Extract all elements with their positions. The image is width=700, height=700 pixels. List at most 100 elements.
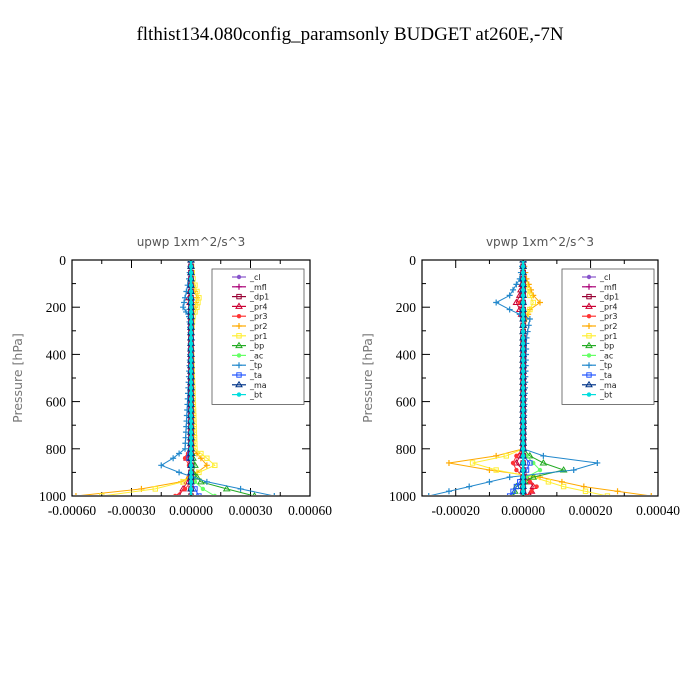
data-point	[513, 281, 520, 288]
data-point	[189, 493, 193, 495]
data-point	[506, 292, 513, 299]
data-point	[520, 293, 526, 298]
data-point	[188, 314, 194, 319]
data-point	[188, 309, 194, 315]
data-point	[520, 316, 526, 322]
data-point	[582, 488, 589, 494]
data-point	[537, 467, 543, 473]
data-point	[188, 368, 194, 374]
data-point	[559, 466, 568, 473]
y-axis-label: Pressure [hPa]	[360, 333, 375, 423]
data-point	[188, 380, 194, 385]
data-point	[520, 264, 526, 269]
data-point	[188, 441, 194, 446]
data-point	[176, 469, 183, 476]
data-point	[506, 306, 513, 313]
y-tick-label: 400	[396, 347, 417, 362]
data-point	[520, 479, 526, 485]
data-point	[212, 462, 218, 469]
y-tick-label: 800	[46, 442, 67, 457]
data-point	[558, 478, 565, 485]
data-point	[520, 435, 526, 440]
legend-label: _mfl	[599, 283, 617, 292]
y-tick-label: 600	[396, 395, 417, 410]
data-point	[580, 483, 587, 490]
data-point	[182, 434, 189, 441]
legend-label: _bp	[249, 342, 264, 351]
data-point	[520, 424, 526, 429]
y-axis-label: Pressure [hPa]	[10, 333, 25, 423]
legend-marker	[236, 333, 242, 339]
data-point	[237, 485, 244, 492]
legend-label: _bt	[599, 391, 612, 400]
data-point	[520, 396, 526, 402]
data-point	[188, 486, 194, 492]
data-point	[188, 319, 194, 325]
data-point	[521, 493, 526, 495]
data-point	[188, 435, 194, 440]
legend-marker	[235, 341, 243, 349]
data-point	[182, 294, 189, 301]
data-point	[520, 341, 526, 346]
data-point	[534, 484, 539, 489]
legend-marker	[586, 323, 592, 329]
data-point	[520, 357, 526, 363]
legend-marker	[586, 283, 592, 290]
data-point	[188, 270, 194, 275]
x-tick-label: 0.00040	[636, 503, 680, 518]
data-point	[203, 462, 210, 469]
data-point	[188, 391, 194, 396]
legend-marker	[236, 372, 242, 378]
data-point	[188, 456, 194, 461]
data-point	[188, 276, 194, 282]
legend: _cl_mfl_dp1_pr4_pr3_pr2_pr1_bp_ac_tp_ta_…	[211, 268, 305, 405]
data-point	[188, 418, 194, 424]
y-tick-label: 1000	[39, 489, 66, 504]
data-point	[188, 363, 194, 368]
legend-box	[561, 268, 655, 405]
data-point	[188, 330, 194, 335]
data-point	[188, 300, 194, 305]
data-point	[99, 493, 105, 495]
data-point	[520, 374, 526, 379]
data-point	[520, 474, 526, 480]
data-point	[560, 483, 567, 490]
legend-label: _ac	[599, 351, 613, 360]
data-point	[520, 413, 526, 418]
series-bt	[188, 261, 194, 495]
y-tick-label: 0	[409, 253, 416, 268]
upwp-panel: upwp 1xm^2/s^3 Pressure [hPa] 0 200 400 600 80…	[10, 235, 332, 518]
series-line-pr1	[105, 261, 216, 495]
data-point	[529, 473, 538, 480]
legend-label: _ta	[599, 371, 612, 380]
data-point	[486, 478, 493, 485]
data-point	[650, 493, 652, 495]
data-point	[520, 300, 526, 305]
data-point	[604, 493, 611, 495]
data-point	[513, 483, 520, 490]
legend-label: _ac	[249, 351, 263, 360]
legend-marker	[235, 380, 243, 388]
data-point	[180, 479, 186, 485]
x-tick-label: 0.00000	[501, 503, 545, 518]
data-point	[188, 346, 194, 352]
legend-label: _cl	[599, 273, 611, 282]
data-point	[180, 304, 187, 311]
legend-label: _pr1	[599, 332, 617, 341]
series-bt	[520, 261, 526, 495]
y-tick-label: 200	[46, 300, 67, 315]
data-point	[158, 462, 165, 469]
data-point	[189, 261, 193, 263]
data-point	[506, 474, 513, 481]
data-point	[188, 413, 194, 418]
data-point	[75, 493, 77, 495]
data-point	[188, 357, 194, 363]
legend-marker	[236, 293, 242, 300]
data-point	[530, 292, 537, 299]
data-point	[197, 455, 204, 462]
data-point	[493, 299, 500, 306]
legend-label: _pr2	[599, 322, 617, 331]
data-point	[194, 288, 200, 295]
legend-marker	[586, 362, 592, 369]
